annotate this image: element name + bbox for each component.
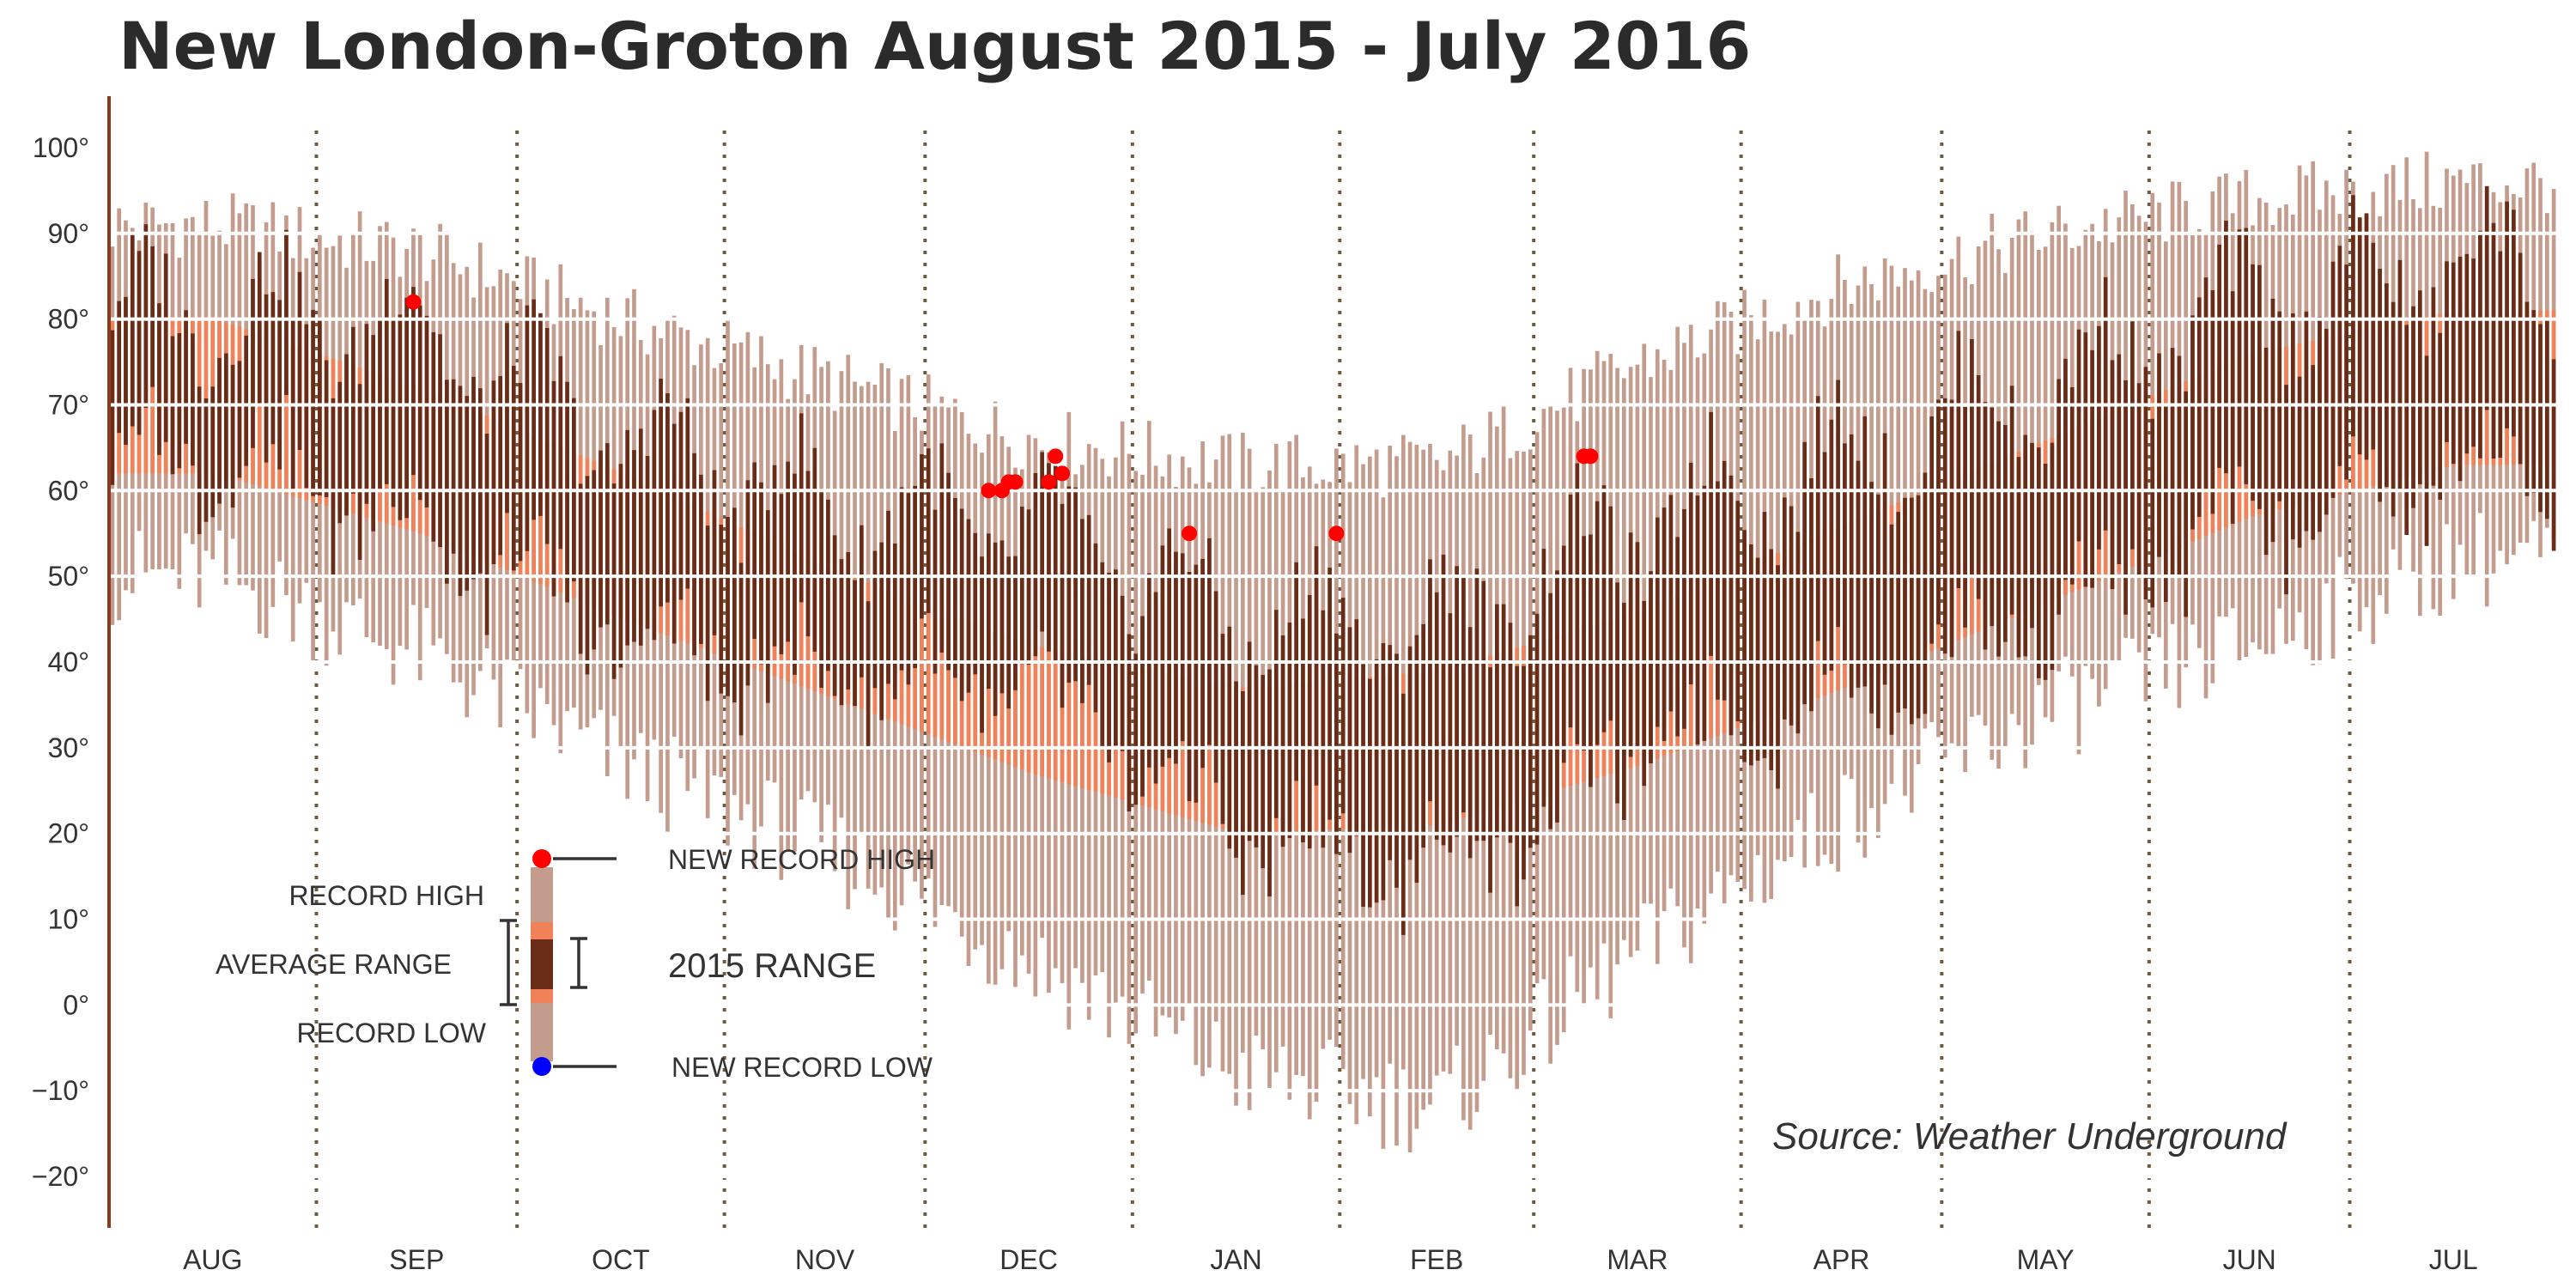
record-range-bars	[110, 151, 2556, 1153]
legend-actual-swatch	[531, 939, 553, 989]
y-tick-label: 100°	[33, 132, 89, 163]
y-tick-label: 40°	[48, 647, 89, 677]
month-separators	[314, 131, 2352, 1228]
new-record-high-point	[981, 483, 997, 499]
x-tick-label: JUN	[2223, 1244, 2276, 1275]
y-tick-label: 30°	[48, 732, 89, 763]
legend-2015-bracket	[570, 937, 587, 989]
new-record-high-point	[1048, 448, 1064, 465]
y-tick-label: 20°	[48, 818, 89, 849]
new-record-high-point	[1041, 474, 1057, 490]
x-axis-month-labels: AUG SEP OCT NOV DEC JAN FEB MAR APR MAY JUN JUL	[183, 1244, 2478, 1275]
legend: RECORD HIGH AVERAGE RANGE RECORD LOW NEW…	[216, 844, 935, 1083]
y-tick-label: 90°	[48, 218, 89, 249]
legend-average-bracket	[500, 919, 517, 1006]
y-tick-label: 10°	[48, 904, 89, 935]
legend-new-high-dot	[532, 849, 551, 868]
new-record-high-point	[1182, 526, 1198, 542]
x-tick-label: MAR	[1607, 1244, 1668, 1275]
legend-new-record-low-label: NEW RECORD LOW	[671, 1052, 933, 1083]
y-tick-label: −10°	[32, 1075, 89, 1106]
x-tick-label: NOV	[795, 1244, 855, 1275]
new-record-high-point	[1328, 526, 1345, 542]
chart-title: New London-Groton August 2015 - July 201…	[118, 8, 1751, 84]
new-record-high-points	[405, 294, 1599, 542]
x-tick-label: SEP	[389, 1244, 444, 1275]
source-note: Source: Weather Underground	[1772, 1115, 2287, 1157]
legend-new-low-dot	[532, 1057, 551, 1076]
legend-average-range-label: AVERAGE RANGE	[216, 949, 452, 980]
x-tick-label: OCT	[592, 1244, 650, 1275]
legend-2015-range-label: 2015 RANGE	[668, 947, 876, 985]
x-tick-label: AUG	[183, 1244, 242, 1275]
x-tick-label: MAY	[2017, 1244, 2075, 1275]
x-tick-label: DEC	[999, 1244, 1058, 1275]
y-tick-label: −20°	[32, 1161, 89, 1192]
new-record-high-point	[1054, 465, 1071, 482]
actual-range-bars	[110, 185, 2556, 935]
x-tick-label: JUL	[2429, 1244, 2478, 1275]
new-record-high-point	[1583, 448, 1599, 465]
y-axis-ticks: 100° 90° 80° 70° 60° 50° 40° 30° 20° 10° 0° −10° −20…	[32, 132, 89, 1192]
x-tick-label: JAN	[1210, 1244, 1261, 1275]
y-tick-label: 60°	[48, 475, 89, 506]
new-record-high-point	[405, 294, 422, 310]
legend-record-low-label: RECORD LOW	[297, 1018, 487, 1048]
y-tick-label: 0°	[63, 989, 89, 1020]
x-tick-label: APR	[1814, 1244, 1870, 1275]
y-tick-label: 80°	[48, 304, 89, 335]
y-tick-label: 70°	[48, 389, 89, 420]
horizontal-gridlines	[109, 145, 2557, 1179]
x-tick-label: FEB	[1410, 1244, 1463, 1275]
legend-record-high-label: RECORD HIGH	[289, 880, 484, 911]
new-record-high-point	[1007, 474, 1024, 490]
legend-new-record-high-label: NEW RECORD HIGH	[668, 844, 935, 875]
y-tick-label: 50°	[48, 561, 89, 592]
